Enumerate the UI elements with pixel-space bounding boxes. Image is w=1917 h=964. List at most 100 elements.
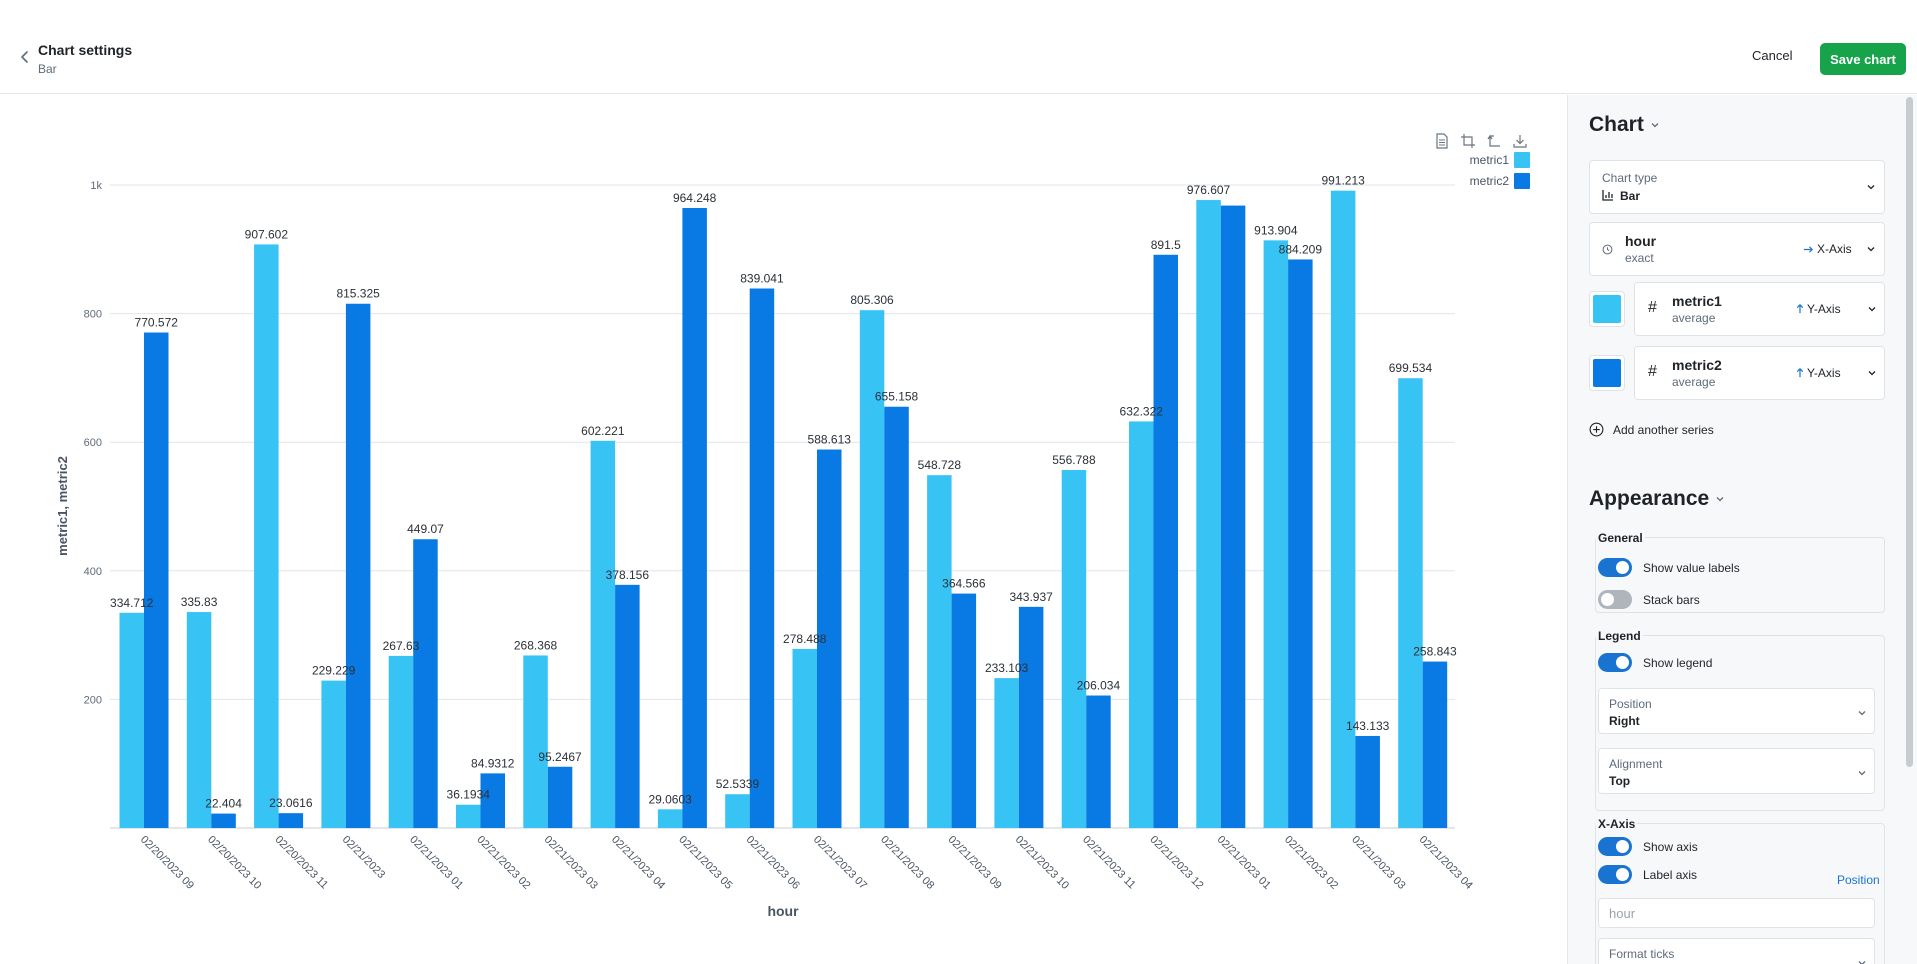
label-axis-label: Label axis bbox=[1643, 867, 1698, 882]
download-icon[interactable] bbox=[1510, 131, 1530, 151]
top-bar: Chart settings Bar Cancel Save chart bbox=[0, 0, 1917, 94]
x-tick-label: 02/21/2023 bbox=[340, 834, 387, 881]
show-legend-toggle[interactable] bbox=[1598, 653, 1632, 672]
value-label: 206.034 bbox=[1077, 679, 1121, 693]
hash-icon: # bbox=[1648, 299, 1657, 316]
chevron-left-icon[interactable] bbox=[18, 50, 32, 64]
legend-alignment-label: Alignment bbox=[1609, 757, 1663, 771]
save-chart-button[interactable]: Save chart bbox=[1820, 43, 1906, 75]
legend-swatch bbox=[1514, 152, 1530, 168]
chevron-down-icon bbox=[1858, 711, 1866, 716]
value-label: 655.158 bbox=[875, 390, 919, 404]
clock-icon bbox=[1602, 244, 1613, 255]
panel-scrollbar[interactable] bbox=[1906, 97, 1913, 767]
x-tick-label: 02/21/2023 02 bbox=[474, 834, 532, 892]
value-label: 449.07 bbox=[407, 522, 444, 536]
chevron-down-icon bbox=[1868, 307, 1876, 312]
value-label: 23.0616 bbox=[269, 796, 313, 810]
hash-icon: # bbox=[1648, 363, 1657, 380]
x-tick-label: 02/21/2023 02 bbox=[1282, 834, 1340, 892]
appearance-section-heading[interactable]: Appearance bbox=[1589, 487, 1725, 511]
x-tick-label: 02/21/2023 04 bbox=[1417, 834, 1475, 892]
appearance-heading-text: Appearance bbox=[1589, 487, 1710, 510]
show-value-labels-toggle[interactable] bbox=[1598, 558, 1632, 577]
metric2-bar bbox=[144, 332, 169, 828]
value-label: 229.229 bbox=[312, 664, 356, 678]
stack-bars-row: Stack bars bbox=[1598, 590, 1700, 609]
value-label: 548.728 bbox=[918, 458, 962, 472]
metric1-bar bbox=[859, 310, 885, 828]
add-series-button[interactable]: Add another series bbox=[1589, 422, 1714, 437]
metric1-bar bbox=[1196, 200, 1221, 829]
chevron-down-icon bbox=[1867, 185, 1875, 190]
x-tick-label: 02/21/2023 03 bbox=[1349, 834, 1407, 892]
value-label: 976.607 bbox=[1187, 183, 1231, 197]
x-tick-label: 02/21/2023 12 bbox=[1147, 834, 1205, 892]
arrow-up-icon bbox=[1796, 367, 1804, 378]
show-legend-label: Show legend bbox=[1643, 655, 1713, 670]
metric1-bar bbox=[1330, 190, 1356, 829]
bar-chart: 334.712 770.572 335.83 22.404 907.602 23.0616… bbox=[55, 152, 1530, 919]
value-label: 364.566 bbox=[942, 577, 986, 591]
x-tick-label: 02/21/2023 05 bbox=[676, 834, 734, 892]
dimension-hour-card[interactable]: hour exact X-Axis bbox=[1589, 222, 1885, 276]
stack-bars-toggle[interactable] bbox=[1598, 590, 1632, 609]
axis-position-link[interactable]: Position bbox=[1837, 873, 1880, 887]
value-label: 699.534 bbox=[1389, 361, 1433, 375]
metric1-bar bbox=[388, 655, 414, 828]
general-group bbox=[1595, 537, 1885, 613]
chart-type-select[interactable]: Chart type Bar bbox=[1589, 160, 1885, 214]
page-title: Chart settings bbox=[38, 42, 133, 58]
metric2-bar bbox=[951, 593, 977, 828]
legend-swatch bbox=[1514, 173, 1530, 189]
legend-alignment-select[interactable]: Alignment Top bbox=[1598, 748, 1875, 794]
metric2-bar bbox=[1355, 735, 1380, 828]
show-legend-row: Show legend bbox=[1598, 653, 1712, 672]
crop-icon[interactable] bbox=[1458, 131, 1478, 151]
series-metric2-card[interactable]: # metric2 average Y-Axis bbox=[1634, 346, 1885, 400]
format-ticks-select[interactable]: Format ticks bbox=[1598, 938, 1875, 964]
metric1-bar bbox=[186, 612, 212, 828]
metric2-bar bbox=[413, 539, 438, 828]
value-label: 913.904 bbox=[1254, 223, 1298, 237]
legend-position-select[interactable]: Position Right bbox=[1598, 688, 1875, 734]
value-label: 602.221 bbox=[581, 424, 625, 438]
metric2-bar bbox=[884, 406, 909, 828]
value-label: 22.404 bbox=[205, 797, 242, 811]
document-icon[interactable] bbox=[1432, 131, 1452, 151]
stack-bars-label: Stack bars bbox=[1643, 592, 1700, 607]
dimension-axis: X-Axis bbox=[1817, 242, 1852, 256]
chart-area: 334.712 770.572 335.83 22.404 907.602 23.0616… bbox=[0, 95, 1567, 964]
series-name: metric2 bbox=[1672, 357, 1722, 373]
chart-type-label: Chart type bbox=[1602, 171, 1658, 185]
value-label: 258.843 bbox=[1413, 645, 1457, 659]
metric1-bar bbox=[590, 440, 616, 828]
metric1-color-swatch[interactable] bbox=[1589, 291, 1625, 327]
legend-label: metric1 bbox=[1470, 153, 1510, 167]
y-tick-label: 1k bbox=[90, 180, 102, 192]
value-label: 278.488 bbox=[783, 632, 827, 646]
bar-chart-icon bbox=[1602, 190, 1613, 201]
show-axis-toggle[interactable] bbox=[1598, 837, 1632, 856]
value-label: 632.322 bbox=[1120, 404, 1164, 418]
arrow-right-icon bbox=[1803, 246, 1814, 253]
metric2-color-swatch[interactable] bbox=[1589, 355, 1625, 391]
x-axis-label-input[interactable] bbox=[1598, 898, 1875, 928]
chart-section-heading[interactable]: Chart bbox=[1589, 113, 1660, 137]
metric1-bar bbox=[657, 809, 683, 828]
metric2-bar bbox=[1018, 606, 1044, 828]
value-label: 884.209 bbox=[1279, 242, 1323, 256]
value-label: 378.156 bbox=[606, 568, 650, 582]
value-label: 335.83 bbox=[181, 595, 218, 609]
value-label: 36.1934 bbox=[447, 788, 491, 802]
value-label: 143.133 bbox=[1346, 719, 1390, 733]
general-group-label: General bbox=[1596, 531, 1645, 545]
x-tick-label: 02/20/2023 11 bbox=[272, 834, 330, 892]
reset-zoom-icon[interactable] bbox=[1484, 131, 1504, 151]
metric1-bar bbox=[1061, 469, 1087, 828]
series-metric1-card[interactable]: # metric1 average Y-Axis bbox=[1634, 282, 1885, 336]
label-axis-toggle[interactable] bbox=[1598, 865, 1632, 884]
cancel-button[interactable]: Cancel bbox=[1752, 48, 1793, 63]
x-tick-label: 02/21/2023 07 bbox=[811, 834, 869, 892]
metric2-bar bbox=[211, 813, 236, 828]
